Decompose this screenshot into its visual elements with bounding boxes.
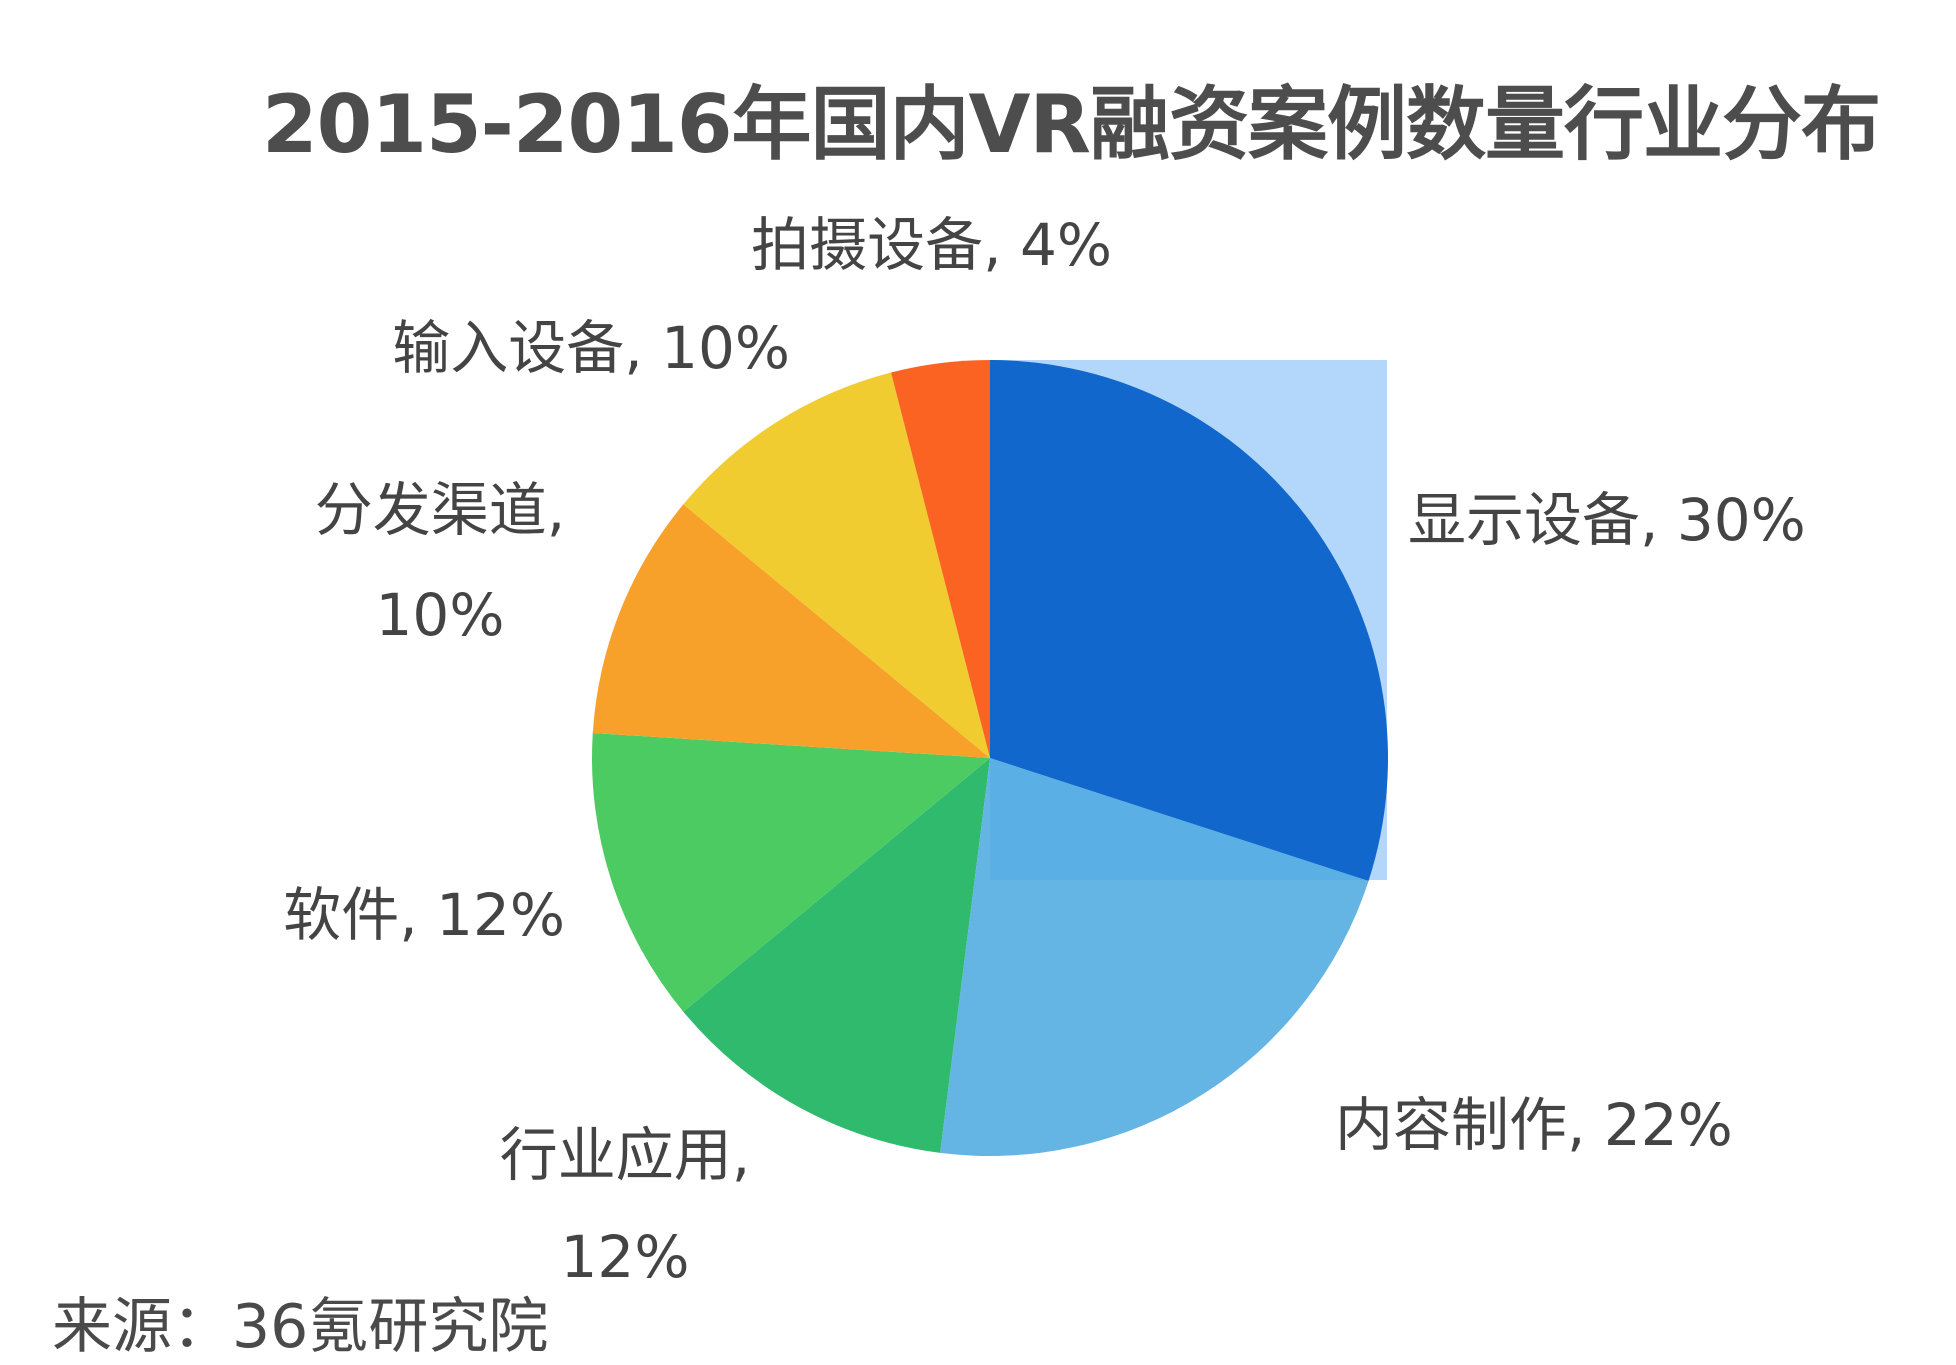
data-label-industry-applications: 行业应用, 12% (500, 1121, 750, 1291)
source-note: 来源：36氪研究院 (52, 1292, 549, 1362)
data-label-input-devices: 输入设备, 10% (392, 314, 790, 382)
data-label-display-devices: 显示设备, 30% (1408, 486, 1806, 554)
pie-slice-distribution-channels (592, 504, 990, 758)
data-label-content-production: 内容制作, 22% (1335, 1091, 1733, 1159)
chart-title: 2015-2016年国内VR融资案例数量行业分布 (262, 78, 1881, 171)
data-label-software: 软件, 12% (283, 881, 565, 949)
pie-slice-input-devices (683, 372, 990, 758)
pie-slice-camera-devices (891, 360, 990, 758)
data-label-camera-devices: 拍摄设备, 4% (751, 211, 1112, 279)
pie-slice-software (592, 733, 990, 1012)
pie-slice-industry-applications (683, 758, 990, 1153)
pie-slice-display-devices (990, 360, 1388, 881)
data-label-distribution-channels: 分发渠道, 10% (315, 476, 565, 649)
pie-slice-content-production (940, 758, 1369, 1157)
